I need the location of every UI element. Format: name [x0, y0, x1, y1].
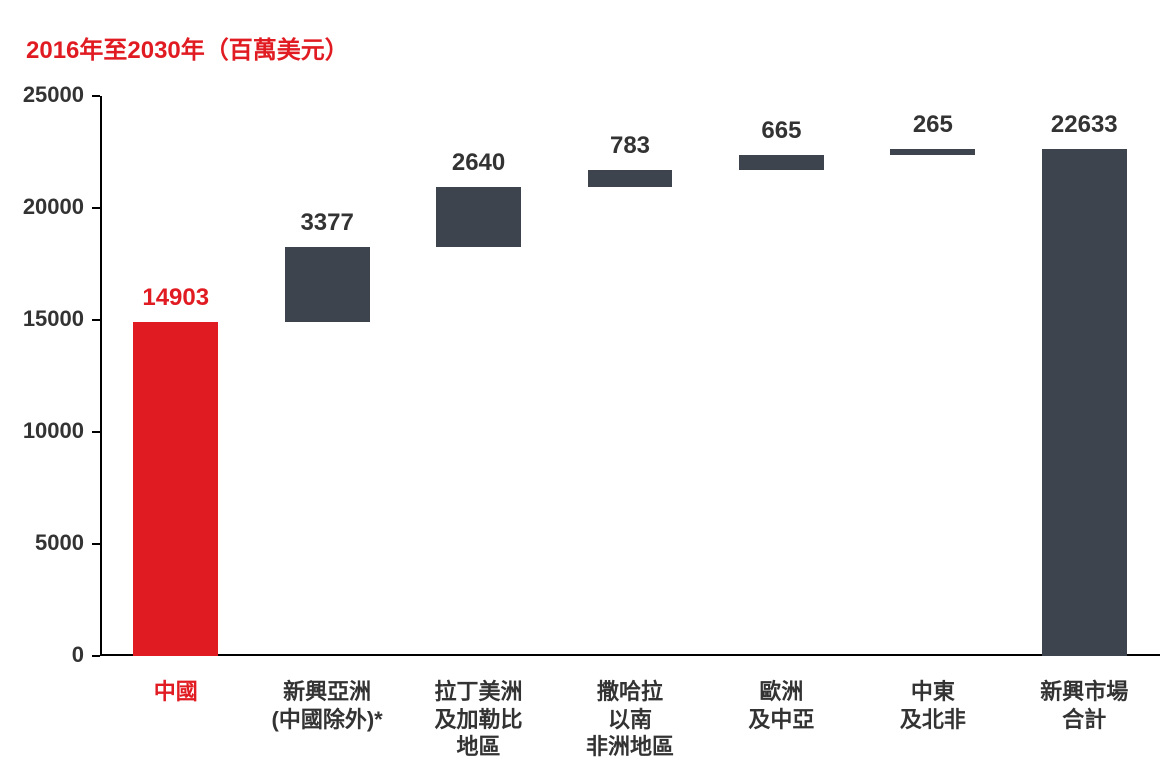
- y-tick-mark: [92, 319, 100, 321]
- x-category-label: 中東 及北非: [857, 678, 1008, 733]
- bar-segment: [133, 322, 218, 656]
- x-category-label: 新興市場 合計: [1009, 678, 1160, 733]
- waterfall-chart: 2016年至2030年（百萬美元） 0500010000150002000025…: [0, 0, 1176, 783]
- y-tick-label: 10000: [0, 418, 84, 444]
- chart-title: 2016年至2030年（百萬美元）: [26, 30, 349, 65]
- x-category-label: 撒哈拉 以南 非洲地區: [554, 678, 705, 761]
- bar-value-label: 2640: [399, 149, 559, 177]
- plot-area: 050001000015000200002500014903中國3377新興亞洲…: [100, 96, 1160, 656]
- bar-segment: [890, 149, 975, 155]
- y-tick-mark: [92, 431, 100, 433]
- y-tick-mark: [92, 95, 100, 97]
- bar-value-label: 3377: [247, 209, 407, 237]
- bar-segment: [436, 187, 521, 246]
- y-tick-label: 15000: [0, 306, 84, 332]
- y-tick-label: 0: [0, 642, 84, 668]
- bar-value-label: 14903: [96, 284, 256, 312]
- y-axis: [100, 96, 102, 656]
- y-tick-mark: [92, 207, 100, 209]
- bar-segment: [1042, 149, 1127, 656]
- x-category-label: 新興亞洲 (中國除外)*: [251, 678, 402, 733]
- bar-value-label: 665: [701, 117, 861, 145]
- y-tick-label: 5000: [0, 530, 84, 556]
- x-category-label: 中國: [100, 678, 251, 706]
- bar-value-label: 783: [550, 132, 710, 160]
- bar-segment: [285, 247, 370, 323]
- x-axis: [100, 654, 1160, 656]
- bar-segment: [739, 155, 824, 170]
- bar-value-label: 22633: [1004, 111, 1164, 139]
- x-category-label: 歐洲 及中亞: [706, 678, 857, 733]
- y-tick-mark: [92, 543, 100, 545]
- bar-value-label: 265: [853, 111, 1013, 139]
- bar-segment: [588, 170, 673, 188]
- y-tick-mark: [92, 655, 100, 657]
- y-tick-label: 20000: [0, 194, 84, 220]
- x-category-label: 拉丁美洲 及加勒比 地區: [403, 678, 554, 761]
- y-tick-label: 25000: [0, 82, 84, 108]
